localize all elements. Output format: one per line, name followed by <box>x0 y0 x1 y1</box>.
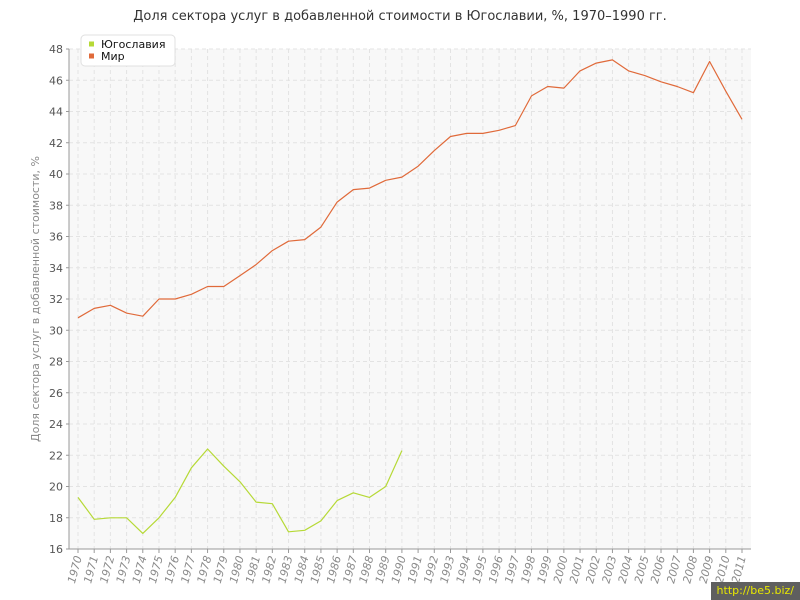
legend-label-1: Мир <box>101 50 125 63</box>
y-tick-labels: 16 18 20 22 24 26 28 30 32 34 36 38 40 42 44 46 48 <box>49 43 63 556</box>
legend-swatch-1 <box>89 53 94 59</box>
axes <box>68 49 751 550</box>
chart-title: Доля сектора услуг в добавленной стоимос… <box>133 9 667 24</box>
y-tick-label: 42 <box>49 137 63 150</box>
y-tick-label: 20 <box>49 481 63 494</box>
y-tick-label: 26 <box>49 387 63 400</box>
series-line-1 <box>77 59 743 319</box>
y-tick-label: 34 <box>49 262 63 275</box>
x-tick-labels: 1970197119721973197419751976197719781979… <box>65 554 749 584</box>
y-axis-label: Доля сектора услуг в добавленной стоимос… <box>29 156 42 442</box>
y-tick-label: 40 <box>49 168 63 181</box>
grid-lines <box>66 48 751 553</box>
y-tick-label: 16 <box>49 543 63 556</box>
y-tick-label: 48 <box>49 43 63 56</box>
legend-label-0: Югославия <box>101 38 165 51</box>
y-tick-label: 38 <box>49 199 63 212</box>
watermark-link[interactable]: http://be5.biz/ <box>710 582 800 600</box>
y-tick-label: 36 <box>49 231 63 244</box>
series-lines <box>77 59 743 534</box>
legend-box <box>80 34 176 67</box>
y-tick-label: 18 <box>49 512 63 525</box>
y-tick-label: 44 <box>49 106 63 119</box>
y-tick-label: 24 <box>49 418 63 431</box>
y-tick-label: 22 <box>49 449 63 462</box>
y-tick-label: 30 <box>49 324 63 337</box>
y-tick-label: 28 <box>49 356 63 369</box>
series-line-0 <box>77 448 403 534</box>
y-tick-label: 32 <box>49 293 63 306</box>
y-tick-label: 46 <box>49 74 63 87</box>
legend-swatch-0 <box>89 41 94 47</box>
